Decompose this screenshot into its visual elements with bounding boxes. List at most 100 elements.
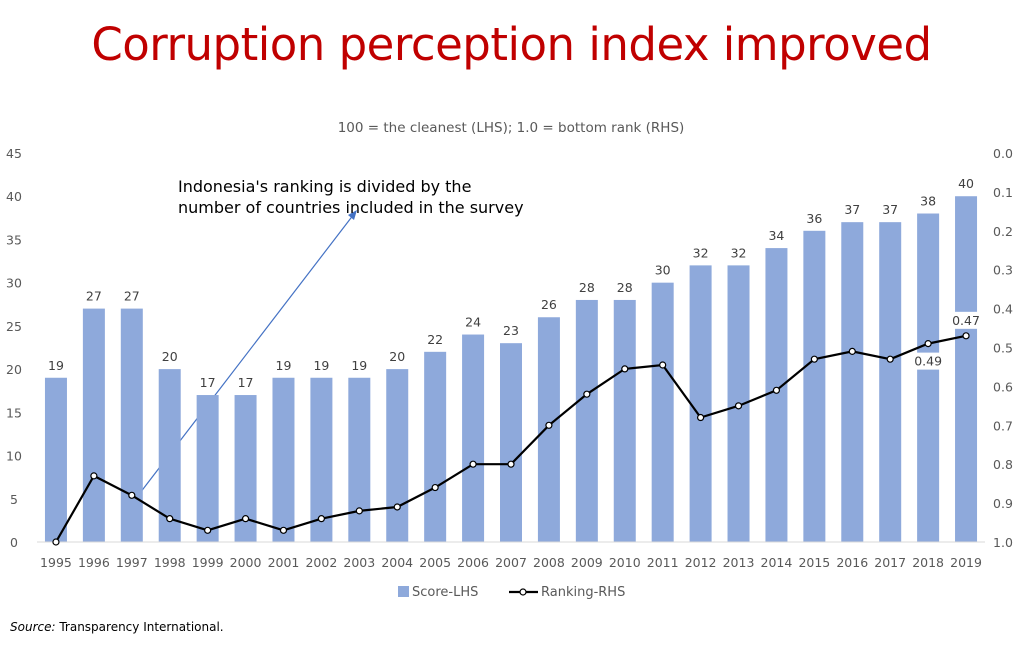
x-axis-tick: 2003 — [343, 555, 375, 570]
ranking-point-1995 — [52, 538, 60, 546]
right-axis-tick: 0.0 — [993, 146, 1013, 161]
bar-label: 19 — [351, 358, 367, 373]
x-axis-tick: 2010 — [609, 555, 641, 570]
right-axis-tick: 0.3 — [993, 263, 1013, 278]
bar-label: 36 — [806, 211, 822, 226]
bar-2003 — [348, 377, 371, 542]
bar-1995 — [44, 377, 67, 542]
bar-2014 — [765, 248, 788, 543]
bar-1997 — [120, 308, 143, 542]
bar-label: 17 — [200, 375, 216, 390]
x-axis-tick: 2001 — [268, 555, 300, 570]
ranking-point-2007 — [507, 460, 515, 468]
bar-2017 — [879, 222, 902, 542]
ranking-point-2009 — [583, 390, 591, 398]
source-label: Source: — [10, 620, 56, 634]
bar-label: 19 — [48, 358, 64, 373]
right-axis-tick: 0.6 — [993, 379, 1013, 394]
ranking-point-1997 — [128, 491, 136, 499]
bar-label: 20 — [389, 349, 405, 364]
bar-label: 22 — [427, 332, 443, 347]
x-axis-tick: 2005 — [419, 555, 451, 570]
ranking-point-1998 — [166, 515, 174, 523]
right-axis-tick: 0.8 — [993, 457, 1013, 472]
ranking-point-2017 — [886, 355, 894, 363]
left-axis-tick: 10 — [6, 449, 22, 464]
ranking-point-2013 — [734, 402, 743, 410]
bar-label: 37 — [882, 202, 898, 217]
bar-label: 37 — [844, 202, 860, 217]
right-axis-tick: 0.2 — [993, 224, 1013, 239]
ranking-point-2019 — [962, 332, 970, 340]
bar-2015 — [803, 230, 826, 543]
ranking-point-2010 — [621, 365, 629, 373]
bar-label: 32 — [731, 245, 747, 260]
x-axis-tick: 2015 — [798, 555, 830, 570]
x-axis-tick: 2016 — [836, 555, 868, 570]
legend-label-ranking: Ranking-RHS — [541, 585, 625, 600]
bar-2000 — [234, 395, 257, 542]
right-axis-tick: 0.9 — [993, 496, 1013, 511]
left-axis-tick: 5 — [10, 492, 18, 507]
bar-label: 30 — [655, 263, 671, 278]
x-axis-tick: 2000 — [230, 555, 262, 570]
bar-2018 — [917, 213, 940, 542]
left-axis-tick: 0 — [10, 535, 18, 550]
bar-2012 — [689, 265, 712, 542]
bar-1998 — [158, 369, 181, 542]
bar-label: 28 — [579, 280, 595, 295]
right-axis-tick: 0.5 — [993, 341, 1013, 356]
left-axis-tick: 25 — [6, 319, 22, 334]
bar-label: 32 — [693, 245, 709, 260]
x-axis-tick: 2006 — [457, 555, 489, 570]
bar-label: 26 — [541, 297, 557, 312]
left-axis-tick: 40 — [6, 189, 22, 204]
ranking-point-1999 — [204, 526, 212, 534]
x-axis-tick: 2017 — [874, 555, 906, 570]
x-axis-tick: 2018 — [912, 555, 944, 570]
ranking-label-2019: 0.47 — [952, 313, 980, 328]
ranking-point-2000 — [241, 515, 250, 523]
x-axis-tick: 2007 — [495, 555, 527, 570]
bar-label: 19 — [313, 358, 329, 373]
x-axis-tick: 2012 — [685, 555, 717, 570]
bar-label: 23 — [503, 323, 519, 338]
ranking-point-2001 — [279, 526, 288, 534]
ranking-point-1996 — [90, 472, 98, 480]
legend-swatch-marker — [519, 588, 527, 596]
ranking-point-2016 — [848, 347, 856, 355]
bar-2010 — [613, 299, 636, 542]
ranking-point-2018 — [924, 340, 932, 348]
left-axis-tick: 20 — [6, 362, 22, 377]
chart-subtitle: 100 = the cleanest (LHS); 1.0 = bottom r… — [338, 120, 685, 136]
right-axis-tick: 1.0 — [993, 535, 1013, 550]
x-axis-tick: 2014 — [761, 555, 793, 570]
x-axis-tick: 2013 — [723, 555, 755, 570]
bar-2004 — [386, 369, 409, 542]
ranking-point-2011 — [659, 361, 667, 369]
bar-label: 34 — [768, 228, 784, 243]
ranking-label-2018: 0.49 — [914, 354, 942, 369]
ranking-label-bg — [910, 352, 947, 370]
ranking-point-2015 — [810, 355, 818, 363]
x-axis-tick: 2019 — [950, 555, 982, 570]
bar-2019 — [955, 196, 978, 542]
x-axis-tick: 2004 — [381, 555, 413, 570]
bar-2006 — [462, 334, 485, 542]
right-axis-tick: 0.4 — [993, 302, 1013, 317]
bar-label: 24 — [465, 315, 481, 330]
bar-2005 — [424, 351, 447, 542]
bar-label: 27 — [86, 289, 102, 304]
legend-swatch-bar — [398, 586, 409, 597]
ranking-label-bg — [948, 311, 985, 329]
x-axis-tick: 1996 — [78, 555, 110, 570]
page-title: Corruption perception index improved — [91, 18, 932, 71]
left-axis-tick: 35 — [6, 232, 22, 247]
x-axis-tick: 1998 — [154, 555, 186, 570]
bar-2001 — [272, 377, 295, 542]
bar-1999 — [196, 395, 219, 542]
bar-label: 19 — [276, 358, 292, 373]
source-note: Source: Transparency International. — [10, 620, 224, 634]
ranking-point-2003 — [355, 507, 363, 515]
